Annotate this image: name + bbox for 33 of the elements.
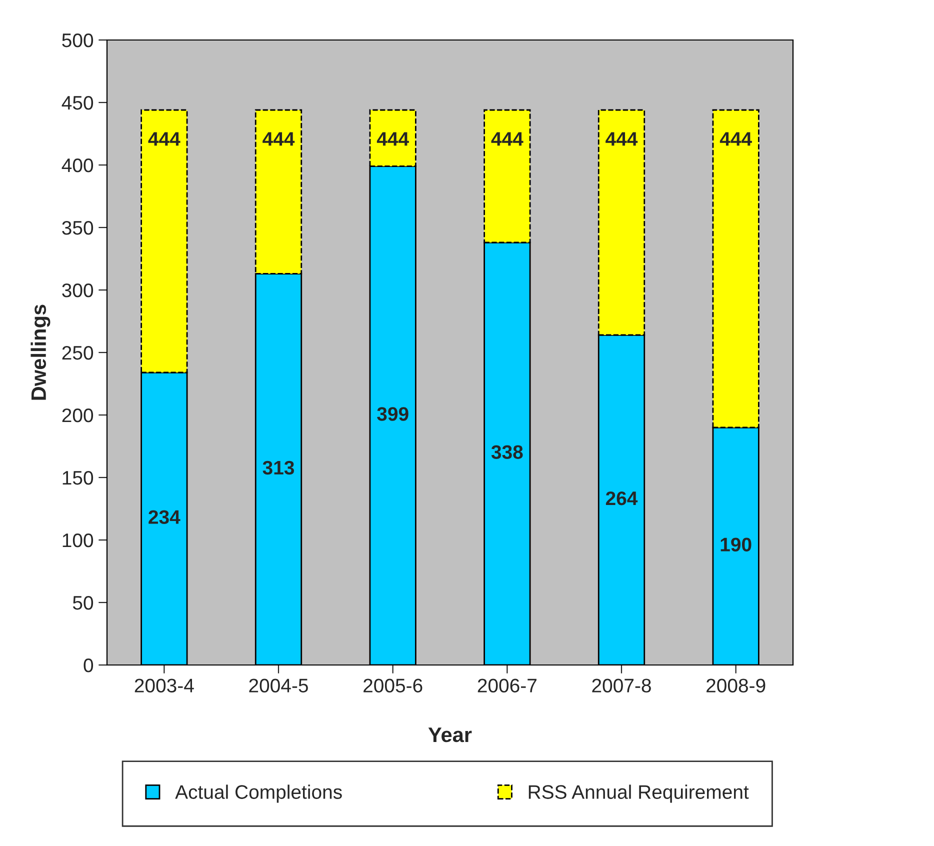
x-tick-label: 2007-8 [592, 678, 651, 692]
total-label: 444 [262, 132, 295, 146]
x-axis-title: Year [428, 728, 472, 742]
y-axis-title: Dwellings [30, 304, 50, 400]
y-tick-label: 450 [62, 96, 94, 110]
y-tick-label: 250 [62, 346, 94, 360]
data-label: 234 [148, 510, 180, 524]
data-label: 190 [720, 538, 752, 552]
total-label: 444 [606, 132, 638, 146]
data-label: 313 [262, 460, 294, 475]
legend-label: RSS Annual Requirement [528, 784, 749, 803]
y-tick-label: 50 [72, 596, 94, 610]
data-label: 399 [377, 407, 408, 421]
y-tick-label: 200 [62, 408, 94, 422]
y-tick-label: 500 [62, 33, 94, 48]
y-tick-label: 400 [62, 158, 94, 172]
total-label: 444 [720, 132, 752, 146]
y-tick-label: 350 [62, 220, 94, 235]
x-tick-label: 2008-9 [706, 678, 766, 692]
legend-label: Actual Completions [175, 784, 342, 803]
x-tick-label: 2003-4 [134, 678, 194, 692]
x-tick-label: 2004-5 [249, 678, 308, 692]
y-tick-label: 150 [62, 470, 94, 485]
total-label: 444 [491, 132, 524, 146]
x-tick-label: 2006-7 [478, 678, 536, 692]
y-tick-label: 300 [62, 283, 94, 298]
data-label: 338 [491, 445, 523, 459]
y-tick-label: 100 [62, 533, 94, 548]
total-label: 444 [376, 132, 409, 146]
y-tick-label: 0 [84, 658, 94, 672]
x-tick-label: 2005-6 [364, 678, 422, 692]
data-label: 264 [606, 491, 638, 506]
total-label: 444 [148, 132, 180, 146]
